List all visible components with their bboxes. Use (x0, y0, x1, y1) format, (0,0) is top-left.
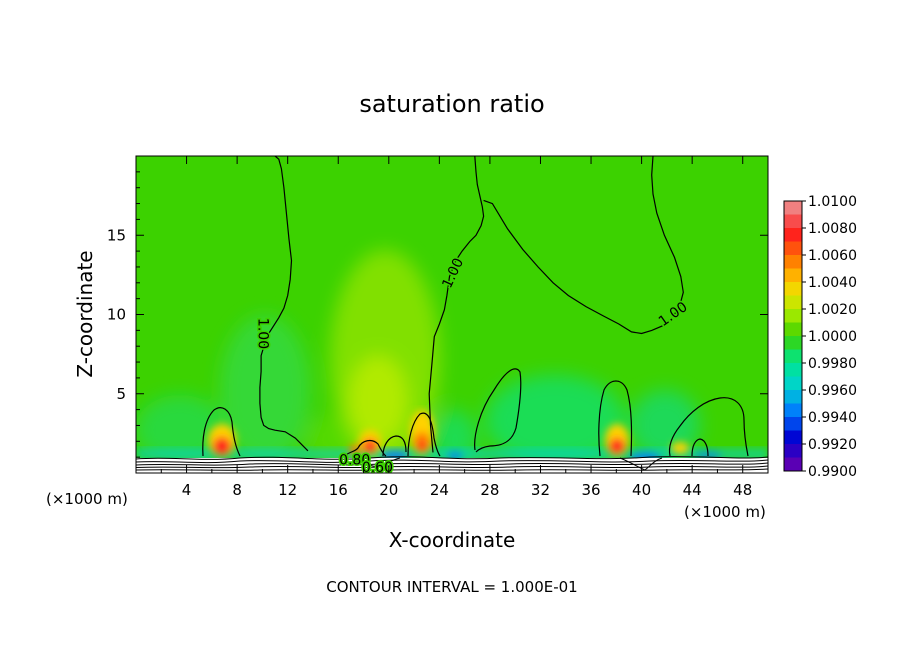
colorbar-swatch (784, 228, 802, 242)
colorbar-swatch (784, 430, 802, 445)
colorbar: 1.0100 1.0080 1.0060 1.0040 1.0020 1.0000 0.99… (783, 194, 857, 480)
colorbar-label: 0.9900 (808, 464, 857, 480)
x-tick-label: 28 (480, 481, 499, 499)
x-tick-label: 48 (733, 481, 752, 499)
y-tick-label: 10 (107, 306, 126, 324)
colorbar-swatch (784, 201, 802, 215)
colorbar-label: 1.0100 (808, 194, 857, 210)
x-tick-label: 16 (329, 481, 348, 499)
x-tick-label: 40 (632, 481, 651, 499)
x-tick-label: 20 (379, 481, 398, 499)
x-axis-label: X-coordinate (389, 528, 516, 552)
colorbar-label: 0.9920 (808, 437, 857, 453)
y-axis-label: Z-coordinate (73, 250, 97, 377)
plot-area: 1.001.001.000.800.60 (136, 156, 768, 476)
x-unit-right: (×1000 m) (684, 503, 766, 521)
colorbar-label: 1.0020 (808, 302, 857, 318)
contour-label: 0.80 (339, 452, 370, 468)
contour-label: 1.00 (254, 318, 270, 349)
y-tick-label: 15 (107, 226, 126, 244)
colorbar-swatch (784, 417, 802, 431)
x-tick-label: 44 (683, 481, 702, 499)
y-axis: 5 10 15 (107, 171, 768, 458)
colorbar-swatch (784, 309, 802, 323)
x-tick-label: 32 (531, 481, 550, 499)
contour-line-1-00 (483, 156, 684, 335)
x-unit-left: (×1000 m) (46, 490, 128, 508)
x-axis: 4 8 12 16 20 24 28 32 36 40 44 48 (160, 156, 752, 499)
colorbar-swatch (784, 349, 802, 364)
colorbar-label: 1.0000 (808, 329, 857, 345)
colorbar-label: 0.9960 (808, 383, 857, 399)
contour-loops (202, 368, 749, 457)
colorbar-swatch (784, 444, 802, 458)
x-tick-label: 4 (182, 481, 192, 499)
colorbar-swatch (784, 403, 802, 418)
colorbar-swatch (784, 255, 802, 269)
colorbar-swatch (784, 241, 802, 256)
colorbar-swatch (784, 363, 802, 377)
colorbar-swatch (784, 457, 802, 472)
colorbar-swatch (784, 214, 802, 229)
y-tick-label: 5 (116, 385, 126, 403)
colorbar-label: 0.9980 (808, 356, 857, 372)
contour-interval-footer: CONTOUR INTERVAL = 1.000E-01 (326, 578, 577, 596)
colorbar-swatch (784, 376, 802, 391)
colorbar-swatch (784, 268, 802, 283)
colorbar-swatch (784, 322, 802, 337)
x-tick-label: 36 (581, 481, 600, 499)
main-contours (259, 156, 684, 453)
colorbar-label: 0.9940 (808, 410, 857, 426)
colorbar-swatch (784, 336, 802, 350)
colorbar-swatch (784, 390, 802, 404)
x-tick-label: 24 (430, 481, 449, 499)
colorbar-label: 1.0060 (808, 248, 857, 264)
x-tick-label: 12 (278, 481, 297, 499)
x-tick-label: 8 (232, 481, 242, 499)
contour-label: 0.60 (362, 460, 393, 476)
contour-line-1-00 (259, 156, 309, 452)
contour-line-1-00 (428, 156, 485, 453)
colorbar-swatch (784, 295, 802, 310)
hot-spots (208, 410, 689, 456)
colorbar-label: 1.0040 (808, 275, 857, 291)
colorbar-label: 1.0080 (808, 221, 857, 237)
colorbar-swatch (784, 282, 802, 296)
chart-title: saturation ratio (359, 90, 544, 118)
